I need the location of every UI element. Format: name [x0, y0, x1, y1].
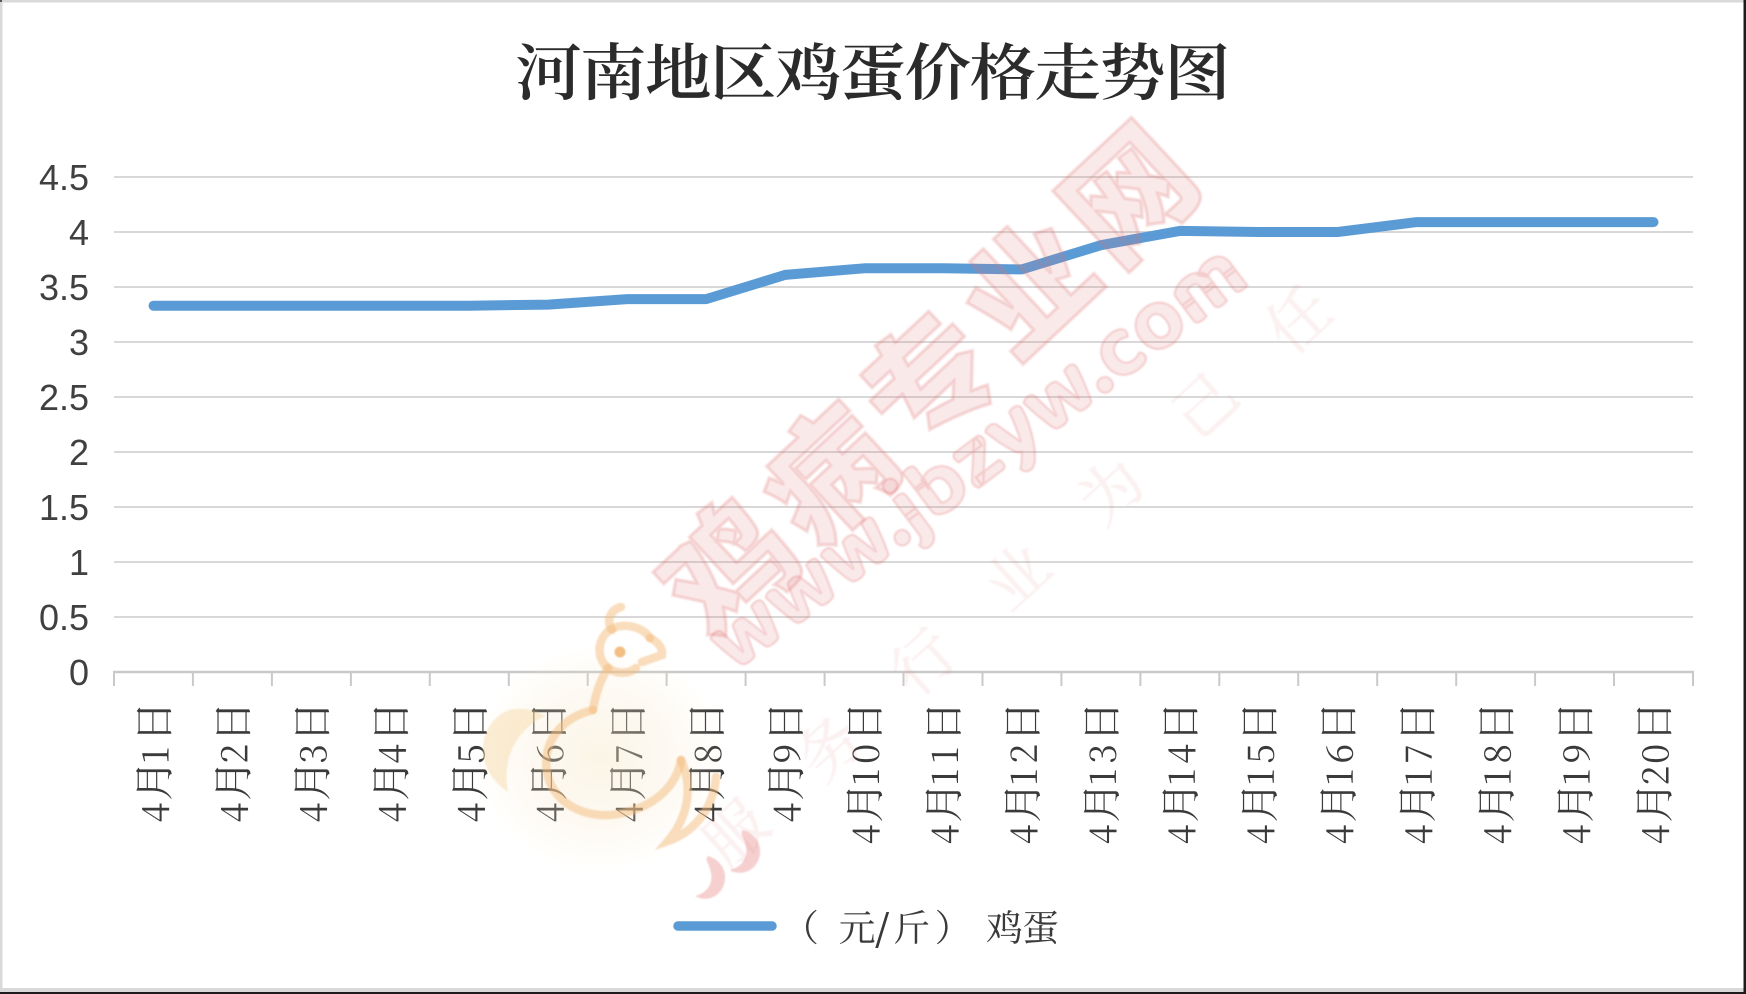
svg-text:1.5: 1.5: [39, 487, 89, 528]
svg-text:3: 3: [69, 322, 89, 363]
svg-text:4.5: 4.5: [39, 157, 89, 198]
svg-text:3.5: 3.5: [39, 267, 89, 308]
svg-text:2: 2: [69, 432, 89, 473]
svg-text:4: 4: [69, 212, 89, 253]
svg-text:1: 1: [69, 542, 89, 583]
svg-text:0.5: 0.5: [39, 597, 89, 638]
svg-text:0: 0: [69, 652, 89, 693]
svg-text:2.5: 2.5: [39, 377, 89, 418]
